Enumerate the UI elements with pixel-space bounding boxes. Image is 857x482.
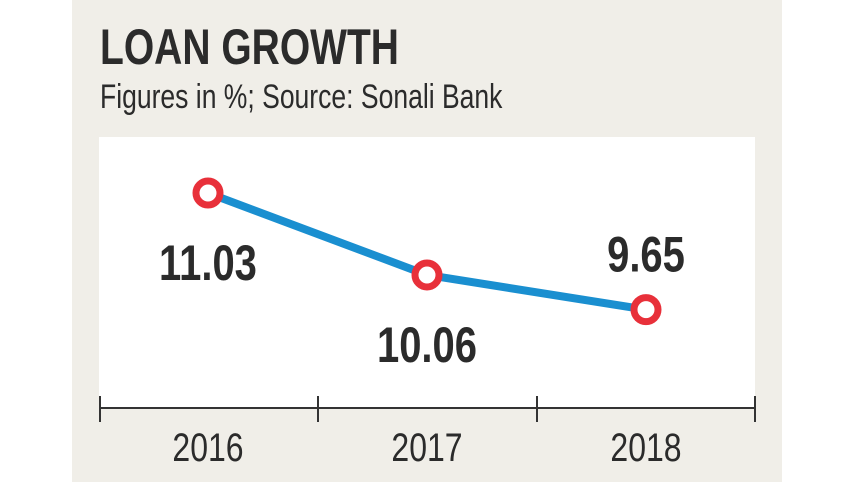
data-label: 10.06 [377,317,477,373]
x-tick-label: 2016 [172,425,243,470]
chart-subtitle: Figures in %; Source: Sonali Bank [100,78,503,116]
data-label: 11.03 [159,235,257,291]
x-tick-label: 2018 [610,425,681,470]
x-tick-label: 2017 [391,425,462,470]
data-point-marker [411,259,443,291]
chart-title: LOAN GROWTH [100,19,399,75]
data-label: 9.65 [607,226,685,282]
data-point-marker [192,177,224,209]
data-point-marker [630,294,662,326]
